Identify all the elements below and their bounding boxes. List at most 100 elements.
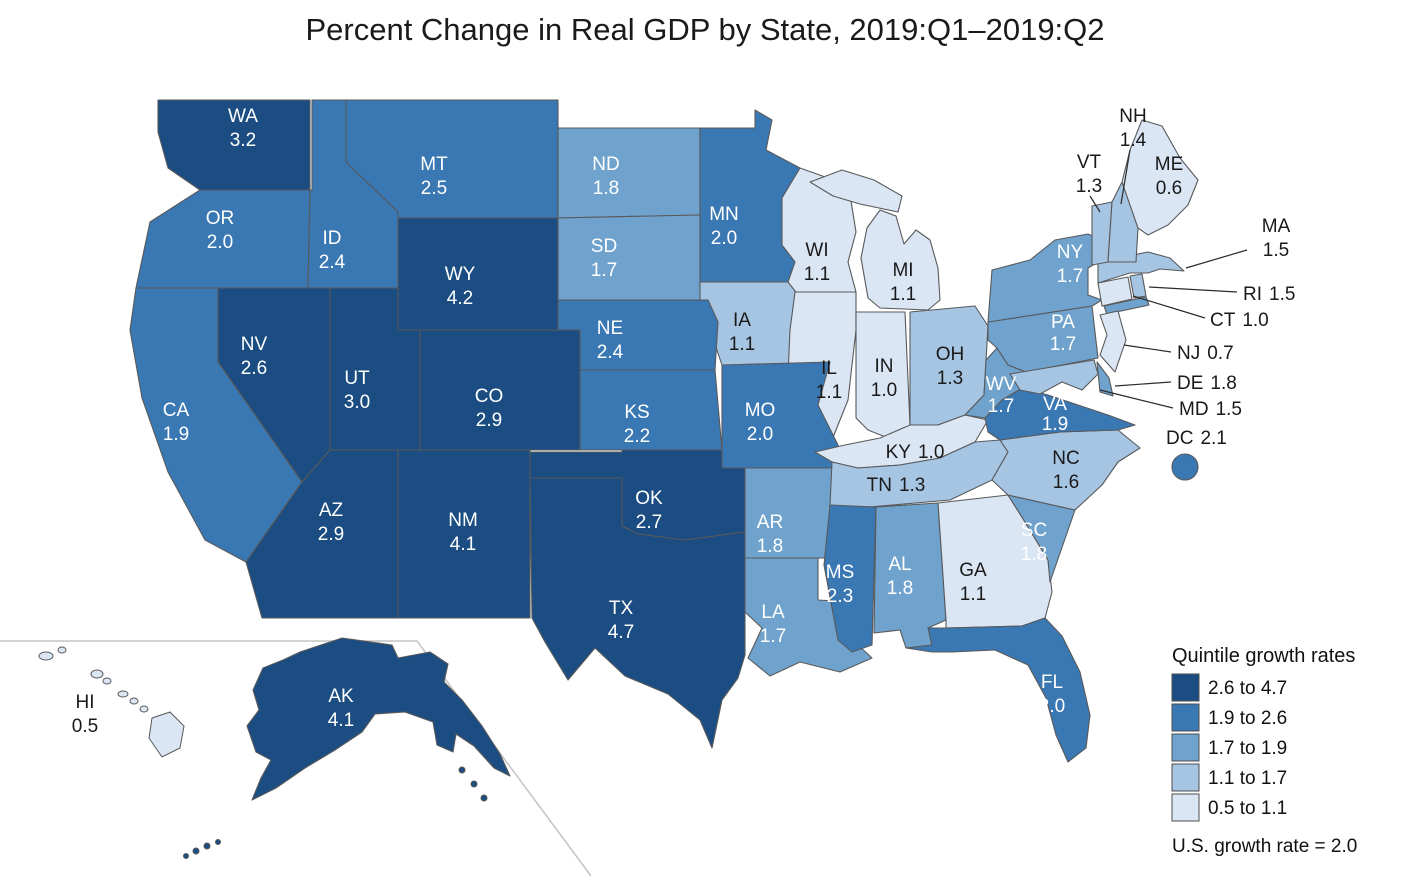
label-sc: SC 1.8 bbox=[1021, 520, 1047, 565]
label-ks: KS 2.2 bbox=[624, 402, 650, 447]
state-nj bbox=[1099, 310, 1127, 373]
legend-label-q5: 2.6 to 4.7 bbox=[1208, 678, 1287, 699]
ak-aleutian-island bbox=[192, 847, 200, 855]
callout-ma-label: MA 1.5 bbox=[1262, 216, 1291, 261]
callout-nh-label: NH 1.4 bbox=[1119, 106, 1146, 151]
label-wy: WY 4.2 bbox=[445, 264, 476, 309]
callout-ct-label: CT 1.0 bbox=[1210, 310, 1269, 331]
ak-aleutian-island bbox=[203, 842, 211, 850]
state-ny-long-island bbox=[1103, 296, 1150, 315]
label-nd: ND 1.8 bbox=[592, 154, 619, 199]
state-la bbox=[744, 557, 873, 677]
state-md bbox=[1009, 359, 1099, 395]
state-tx bbox=[529, 477, 746, 749]
state-ak bbox=[246, 637, 511, 801]
label-me: ME 0.6 bbox=[1155, 154, 1184, 199]
state-ks bbox=[579, 369, 723, 451]
label-la: LA 1.7 bbox=[760, 602, 786, 647]
label-tx: TX 4.7 bbox=[608, 598, 634, 643]
callout-nh-line bbox=[1120, 149, 1131, 205]
state-ca bbox=[129, 287, 303, 563]
callout-ma-line bbox=[1185, 249, 1248, 269]
label-nc: NC 1.6 bbox=[1052, 448, 1079, 493]
legend-swatch-q5 bbox=[1171, 673, 1200, 702]
label-ky: KY 1.0 bbox=[886, 442, 945, 463]
callout-de-line bbox=[1114, 381, 1172, 387]
legend-swatch-q2 bbox=[1171, 763, 1200, 792]
state-de bbox=[1096, 361, 1114, 397]
callout-vt-line bbox=[1089, 195, 1101, 213]
label-ar: AR 1.8 bbox=[757, 512, 783, 557]
label-az: AZ 2.9 bbox=[318, 500, 344, 545]
label-hi: HI 0.5 bbox=[72, 692, 98, 737]
hi-island bbox=[38, 651, 54, 661]
label-ia: IA 1.1 bbox=[729, 310, 755, 355]
legend: Quintile growth rates 2.6 to 4.7 1.9 to … bbox=[1171, 645, 1357, 857]
legend-footnote: U.S. growth rate = 2.0 bbox=[1172, 836, 1357, 857]
hi-island bbox=[57, 646, 67, 654]
page-title: Percent Change in Real GDP by State, 201… bbox=[305, 12, 1104, 47]
hi-island bbox=[90, 669, 104, 679]
legend-swatch-q1 bbox=[1171, 793, 1200, 822]
label-ak: AK 4.1 bbox=[328, 686, 354, 731]
state-wy bbox=[397, 217, 559, 331]
label-ok: OK 2.7 bbox=[635, 488, 663, 533]
state-fl bbox=[905, 617, 1091, 763]
callout-nj-label: NJ 0.7 bbox=[1177, 343, 1234, 364]
hi-island bbox=[102, 677, 112, 685]
legend-swatch-q3 bbox=[1171, 733, 1200, 762]
label-or: OR 2.0 bbox=[206, 208, 235, 253]
hi-island bbox=[139, 705, 149, 713]
label-co: CO 2.9 bbox=[475, 386, 504, 431]
label-in: IN 1.0 bbox=[871, 356, 897, 401]
callout-ri-label: RI 1.5 bbox=[1243, 284, 1295, 305]
label-sd: SD 1.7 bbox=[591, 236, 617, 281]
callout-md-line bbox=[1099, 389, 1174, 409]
callout-md-label: MD 1.5 bbox=[1179, 399, 1242, 420]
hi-island bbox=[129, 697, 139, 705]
state-mo bbox=[721, 361, 846, 469]
label-wi: WI 1.1 bbox=[804, 240, 830, 285]
label-il: IL 1.1 bbox=[816, 358, 842, 403]
label-ga: GA 1.1 bbox=[959, 560, 987, 605]
label-mi: MI 1.1 bbox=[890, 260, 916, 305]
state-shapes bbox=[38, 99, 1199, 859]
label-tn: TN 1.3 bbox=[867, 475, 926, 496]
state-ct bbox=[1097, 276, 1133, 307]
callouts: NH 1.4 VT 1.3 MA 1.5 RI 1.5 CT 1.0 NJ 0.7 DE 1.… bbox=[1076, 106, 1296, 449]
hi-island bbox=[117, 690, 129, 698]
state-ne bbox=[557, 299, 719, 371]
state-labels: WA 3.2 OR 2.0 CA 1.9 ID 2.4 NV 2.6 UT 3.0 MT 2.… bbox=[72, 106, 1183, 737]
state-nh bbox=[1107, 181, 1139, 263]
legend-label-q1: 0.5 to 1.1 bbox=[1208, 798, 1287, 819]
state-sd bbox=[557, 214, 709, 301]
legend-label-q3: 1.7 to 1.9 bbox=[1208, 738, 1287, 759]
state-nm bbox=[397, 449, 531, 619]
ak-panhandle-island bbox=[480, 794, 488, 802]
state-dc-marker bbox=[1171, 453, 1199, 481]
label-wv: WV 1.7 bbox=[986, 374, 1017, 417]
label-ne: NE 2.4 bbox=[597, 318, 624, 363]
state-mi-upper bbox=[809, 169, 903, 213]
label-ca: CA 1.9 bbox=[163, 400, 190, 445]
label-ms: MS 2.3 bbox=[826, 562, 855, 607]
ak-panhandle-island bbox=[458, 766, 466, 774]
callout-dc-label: DC 2.1 bbox=[1166, 428, 1227, 449]
legend-swatch-q4 bbox=[1171, 703, 1200, 732]
label-fl: FL 2.0 bbox=[1039, 672, 1065, 717]
ak-aleutian-island bbox=[215, 839, 221, 845]
callout-ri-line bbox=[1148, 286, 1238, 293]
label-pa: PA 1.7 bbox=[1050, 312, 1076, 355]
inset-border bbox=[0, 640, 592, 876]
legend-label-q4: 1.9 to 2.6 bbox=[1208, 708, 1287, 729]
callout-vt-label: VT 1.3 bbox=[1076, 152, 1102, 197]
state-pa bbox=[987, 305, 1099, 373]
label-ny: NY 1.7 bbox=[1057, 242, 1084, 287]
hi-big-island bbox=[148, 711, 185, 758]
legend-label-q2: 1.1 to 1.7 bbox=[1208, 768, 1287, 789]
callout-nj-line bbox=[1123, 344, 1172, 353]
label-wa: WA 3.2 bbox=[228, 106, 258, 151]
legend-title: Quintile growth rates bbox=[1172, 645, 1355, 667]
label-mo: MO 2.0 bbox=[745, 400, 776, 445]
